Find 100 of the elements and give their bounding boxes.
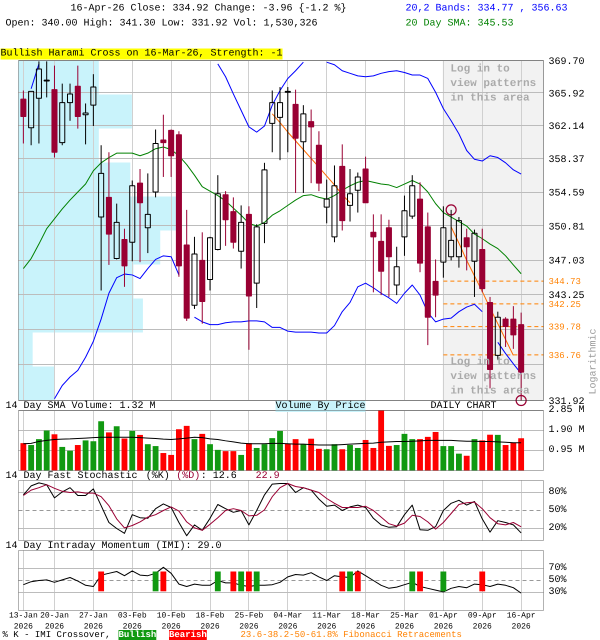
candlestick (464, 228, 470, 271)
text: Bullish (118, 630, 156, 640)
candlestick (238, 204, 244, 270)
x-tick-label: 27-Jan 2026 (78, 612, 108, 632)
bar (137, 434, 143, 470)
y-tick-label: 354.59 (548, 188, 585, 200)
candlestick (261, 162, 268, 244)
bar (52, 434, 58, 470)
candlestick (129, 180, 136, 262)
bar (122, 438, 128, 470)
bar (214, 450, 221, 470)
ref-line-label: 336.76 (548, 350, 581, 361)
candlestick (74, 65, 81, 130)
bar (36, 439, 42, 470)
ref-line-label: 339.78 (548, 322, 581, 333)
text: (%D) (176, 470, 200, 482)
bar (269, 438, 276, 470)
bar (230, 451, 236, 470)
candlestick (137, 168, 144, 263)
y-tick-label: 347.03 (548, 256, 585, 268)
x-tick-label: 13-Jan 2026 (8, 612, 38, 632)
candlestick (479, 228, 486, 293)
candlestick (82, 102, 89, 145)
chart-title: 14 Day Intraday Momentum (IMI): 29.0 (6, 540, 222, 552)
candlestick (378, 214, 384, 296)
y-tick-label: 50% (548, 505, 567, 516)
bar (456, 454, 462, 470)
candlestick (199, 232, 206, 324)
text: 23.6-38.2-50-61.8% Fibonacci Retracements (240, 630, 462, 640)
bar (402, 434, 408, 470)
chart-title: 14 Day SMA Volume: 1.32 M (6, 400, 156, 412)
y-tick-label: 350.81 (548, 222, 585, 234)
candlestick (152, 129, 159, 198)
bar (394, 445, 400, 470)
bar (152, 446, 158, 470)
text: Bearish (169, 630, 207, 640)
bar (184, 426, 190, 470)
y-tick-label: 1.90 M (548, 425, 585, 436)
bar (464, 456, 470, 470)
legend-title: % K - IMI Crossover, (2, 630, 111, 640)
bar (324, 449, 330, 470)
chart-subtitle: Open: 340.00 High: 341.30 Low: 331.92 Vol: 1,530,326 (6, 18, 318, 30)
bar (494, 434, 501, 470)
ref-line-label: 342.25 (548, 300, 581, 310)
candlestick (370, 214, 376, 293)
bar (502, 445, 508, 470)
text: Volume By Price (276, 400, 366, 412)
x-tick-label: 11-Mar 2026 (312, 612, 342, 632)
x-tick-label: 01-Apr 2026 (428, 612, 458, 632)
bar (487, 434, 493, 470)
y-axis-title: Logarithmic (588, 328, 600, 394)
bar (300, 444, 306, 470)
line-series (450, 226, 514, 356)
candlestick (324, 179, 330, 224)
bar (74, 445, 81, 470)
bar (59, 446, 66, 470)
y-tick-label: 50% (548, 575, 567, 586)
bar (254, 448, 260, 470)
x-tick-label: 25-Feb 2026 (234, 612, 264, 632)
candlestick (386, 219, 392, 298)
bar (144, 444, 151, 470)
bar (246, 443, 252, 470)
chart-title: 16-Apr-26 Close: 334.92 Change: -3.96 {-1.2 %} (70, 2, 347, 14)
x-tick-label: 25-Mar 2026 (390, 612, 420, 632)
y-tick-label: 362.14 (548, 122, 585, 134)
bar (277, 430, 283, 470)
bar (347, 445, 353, 470)
x-tick-label: 18-Mar 2026 (351, 612, 380, 632)
bar (238, 454, 244, 470)
line-series (22, 146, 522, 274)
candlestick (98, 144, 104, 291)
band-label: Log in to view patterns in this area (450, 64, 536, 104)
candlestick (417, 182, 424, 273)
candlestick (394, 246, 400, 296)
bar (20, 443, 26, 470)
y-tick-label: 365.92 (548, 89, 585, 100)
bar (114, 426, 120, 470)
y-tick-label: 343.25 (548, 291, 585, 302)
y-tick-label: 358.37 (548, 155, 585, 166)
bar (432, 432, 438, 470)
candlestick (300, 104, 306, 194)
bar (339, 449, 346, 470)
x-tick-label: 16-Apr 2026 (506, 612, 536, 632)
bar (207, 444, 213, 470)
y-tick-label: 0.95 M (548, 445, 585, 456)
candlestick (246, 206, 252, 350)
bar (284, 444, 291, 470)
bar (316, 448, 322, 470)
bar (332, 444, 338, 470)
candlestick (230, 196, 236, 250)
bar (192, 439, 198, 470)
candlestick (90, 74, 96, 127)
y-tick-label: 70% (548, 563, 567, 574)
x-tick-label: 04-Mar 2026 (273, 612, 302, 632)
candlestick (144, 172, 151, 254)
bar (176, 429, 182, 470)
bar (354, 448, 361, 470)
candlestick (191, 236, 198, 310)
candlestick (316, 130, 322, 192)
bar (44, 430, 50, 470)
